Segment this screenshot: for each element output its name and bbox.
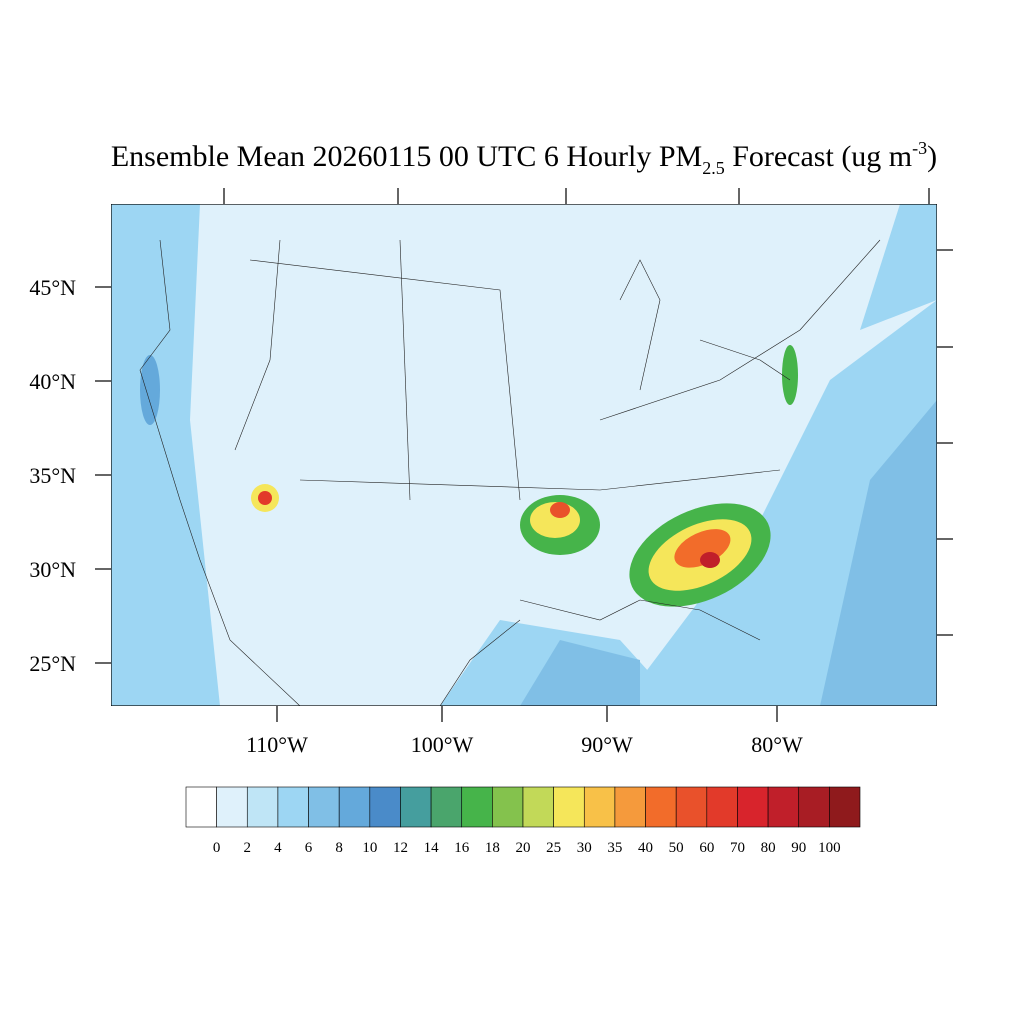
- colorbar-box: [737, 786, 769, 828]
- title-sup: -3: [912, 138, 927, 158]
- colorbar-box: [675, 786, 708, 828]
- colorbar-label: 18: [485, 840, 500, 856]
- lon-label: 100°W: [411, 732, 474, 757]
- colorbar-label: 70: [730, 840, 745, 856]
- colorbar-label: 80: [761, 840, 776, 856]
- colorbar-box: [767, 786, 800, 828]
- colorbar-label: 6: [305, 840, 313, 856]
- colorbar-box: [400, 786, 432, 828]
- colorbar-label: 0: [213, 840, 221, 856]
- colorbar-box: [185, 786, 217, 828]
- colorbar-box: [338, 786, 371, 828]
- ticks: [95, 188, 953, 722]
- lat-label: 30°N: [29, 557, 76, 582]
- colorbar-label: 14: [424, 840, 440, 856]
- colorbar-box: [246, 786, 279, 828]
- lat-label: 25°N: [29, 651, 76, 676]
- colorbar-box: [553, 786, 585, 828]
- title-after: Forecast (ug m: [725, 140, 912, 173]
- colorbar-label: 50: [669, 840, 684, 856]
- colorbar-label: 30: [577, 840, 592, 856]
- colorbar-label: 100: [818, 840, 841, 856]
- title: Ensemble Mean 20260115 00 UTC 6 Hourly P…: [111, 138, 937, 178]
- colorbar-label: 16: [454, 840, 470, 856]
- lat-label: 40°N: [29, 369, 76, 394]
- map: [111, 204, 937, 706]
- lon-label: 80°W: [751, 732, 803, 757]
- colorbar-box: [583, 786, 616, 828]
- colorbar-label: 60: [699, 840, 714, 856]
- colorbar-box: [277, 786, 309, 828]
- colorbar-box: [522, 786, 554, 828]
- colorbar-label: 4: [274, 840, 282, 856]
- colorbar-box: [798, 786, 830, 828]
- colorbar-label: 12: [393, 840, 408, 856]
- colorbar-label: 25: [546, 840, 561, 856]
- colorbar-box: [645, 786, 677, 828]
- colorbar-label: 35: [607, 840, 622, 856]
- colorbar-box: [430, 786, 463, 828]
- title-sub: 2.5: [702, 158, 725, 178]
- lat-label: 35°N: [29, 463, 76, 488]
- colorbar-box: [492, 786, 524, 828]
- lon-label: 110°W: [246, 732, 308, 757]
- colorbar-label: 20: [516, 840, 531, 856]
- colorbar-box: [829, 786, 861, 828]
- colorbar-box: [369, 786, 401, 828]
- colorbar-box: [461, 786, 493, 828]
- title-end: ): [927, 140, 937, 173]
- colorbar-box: [216, 786, 248, 828]
- lon-label: 90°W: [581, 732, 633, 757]
- colorbar-label: 2: [244, 840, 252, 856]
- colorbar-label: 10: [362, 840, 377, 856]
- title-main: Ensemble Mean 20260115 00 UTC 6 Hourly P…: [111, 140, 702, 173]
- colorbar-box: [614, 786, 646, 828]
- lat-label: 45°N: [29, 275, 76, 300]
- colorbar-label: 90: [791, 840, 806, 856]
- colorbar-label: 40: [638, 840, 653, 856]
- colorbar-box: [308, 786, 340, 828]
- colorbar-box: [706, 786, 738, 828]
- colorbar-label: 8: [335, 840, 343, 856]
